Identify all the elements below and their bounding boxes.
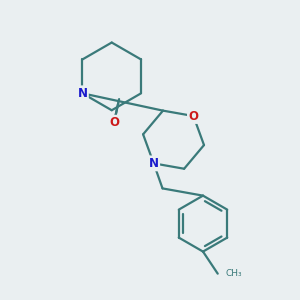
Text: CH₃: CH₃	[225, 269, 242, 278]
Text: N: N	[149, 157, 159, 170]
Text: N: N	[77, 87, 87, 100]
Text: O: O	[188, 110, 198, 122]
Text: O: O	[109, 116, 119, 129]
